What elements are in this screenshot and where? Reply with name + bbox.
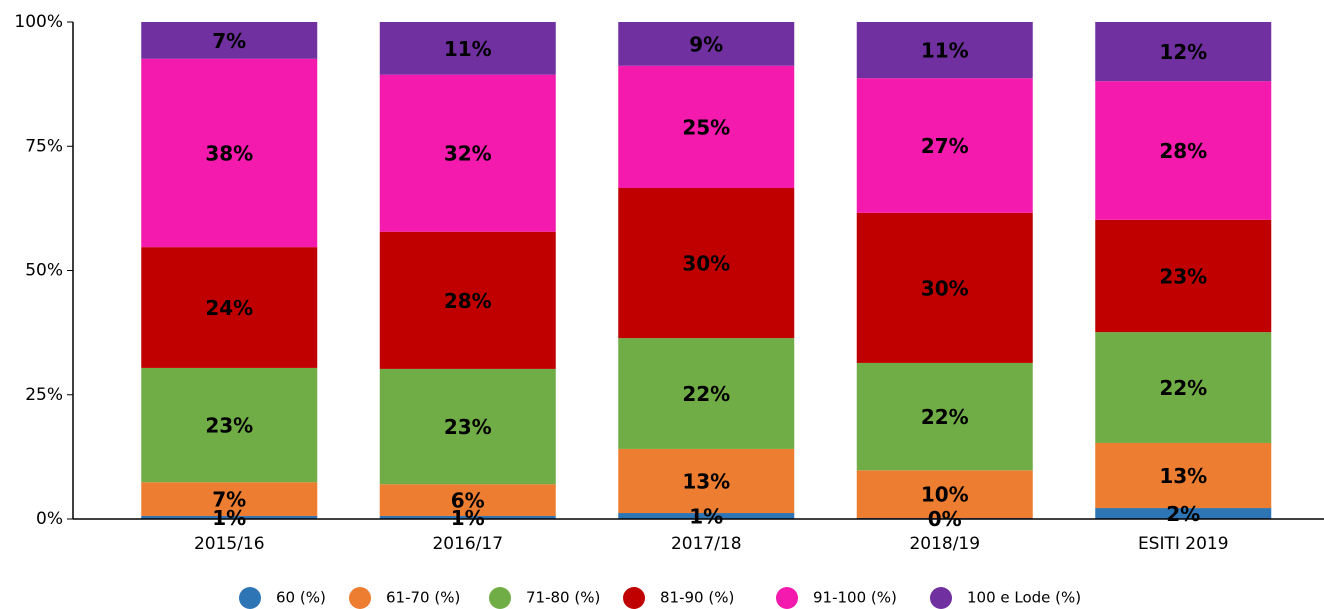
bar-segment [141,367,318,483]
bar-segment [618,65,795,188]
data-label: 22% [1159,376,1207,400]
legend-swatch [239,587,261,609]
bar-segment [379,74,556,232]
data-label: 23% [205,414,253,438]
y-tick-label: 50% [25,261,63,281]
legend-swatch [349,587,371,609]
bar-segment [141,22,318,59]
bar-segment [379,484,556,517]
data-label: 28% [1159,139,1207,163]
x-tick-label: ESITI 2019 [1138,534,1229,554]
data-label: 1% [212,506,246,530]
data-label: 2% [1166,502,1200,526]
data-label: 23% [444,415,492,439]
legend-label: 81-90 (%) [660,589,734,607]
bar-segment [141,58,318,248]
bar-segment [1095,22,1272,82]
legend-swatch [489,587,511,609]
bar-segment [379,22,556,75]
data-label: 25% [682,115,730,139]
data-label: 22% [682,382,730,406]
bar-segment [856,212,1033,363]
data-label: 13% [1159,464,1207,488]
bar-segment [1095,81,1272,220]
data-label: 24% [205,296,253,320]
data-label: 11% [921,39,969,63]
data-label: 28% [444,289,492,313]
data-label: 12% [1159,40,1207,64]
y-tick-label: 75% [25,136,63,156]
bar-segment [141,482,318,517]
data-label: 1% [451,506,485,530]
data-label: 32% [444,142,492,166]
data-label: 22% [921,405,969,429]
data-label: 7% [212,29,246,53]
bar-segment [856,78,1033,213]
legend-swatch [776,587,798,609]
data-label: 11% [444,37,492,61]
legend-swatch [930,587,952,609]
data-label: 1% [689,505,723,529]
x-tick-label: 2016/17 [432,534,503,554]
legend-label: 91-100 (%) [813,589,897,607]
y-tick-label: 100% [14,12,63,32]
data-label: 30% [921,276,969,300]
bar-segment [379,231,556,369]
data-label: 27% [921,134,969,158]
bar-segment [141,247,318,368]
legend-label: 61-70 (%) [386,589,460,607]
y-tick-label: 25% [25,385,63,405]
bar-segment [618,187,795,339]
y-tick-label: 0% [36,509,63,529]
bar-segment [1095,508,1272,519]
bar-segment [618,338,795,449]
data-label: 13% [682,469,730,493]
data-label: 23% [1159,264,1207,288]
bar-segment [618,513,795,519]
bar-segment [379,368,556,485]
data-label: 7% [212,488,246,512]
data-label: 9% [689,32,723,56]
data-label: 30% [682,252,730,276]
bar-segment [1095,219,1272,333]
bar-segment [856,362,1033,471]
x-tick-label: 2018/19 [909,534,980,554]
legend-label: 100 e Lode (%) [967,589,1081,607]
bar-segment [856,22,1033,79]
legend-label: 60 (%) [276,589,326,607]
data-label: 38% [205,141,253,165]
bar-segment [618,448,795,514]
data-label: 10% [921,483,969,507]
x-tick-label: 2015/16 [194,534,265,554]
legend-label: 71-80 (%) [526,589,600,607]
x-tick-label: 2017/18 [671,534,742,554]
bar-segment [1095,442,1272,509]
bar-segment [379,516,556,519]
legend-swatch [623,587,645,609]
bar-segment [141,516,318,519]
bar-segment [1095,332,1272,443]
bar-segment [618,22,795,66]
bar-segment [856,470,1033,519]
data-label: 6% [451,489,485,513]
